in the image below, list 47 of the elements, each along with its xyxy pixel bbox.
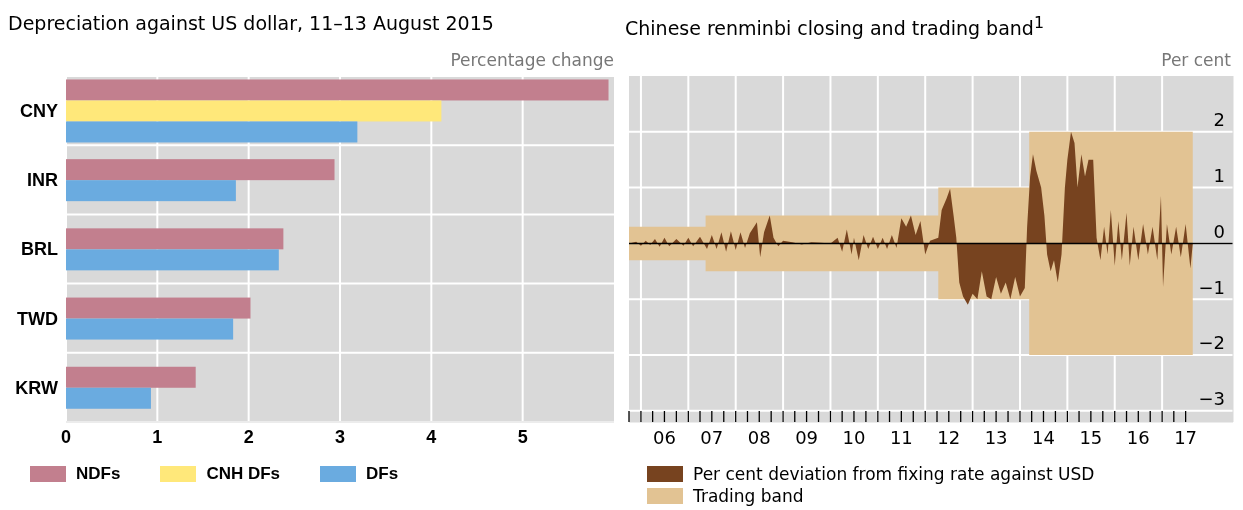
legend-label: Trading band (693, 486, 804, 506)
legend-label: CNH DFs (206, 464, 281, 484)
bar (66, 159, 335, 181)
x-tick-label: 17 (1174, 427, 1198, 448)
legend-label: DFs (366, 464, 399, 484)
bar (66, 318, 234, 340)
bar (66, 297, 251, 319)
x-tick-label: 13 (984, 427, 1008, 448)
y-tick-label: KRW (15, 377, 58, 398)
chart-title: Chinese renminbi closing and trading band$^{1}$ (625, 12, 1045, 42)
x-tick-label: 4 (426, 426, 437, 447)
y-tick-label: −3 (1198, 388, 1225, 410)
x-tick-label: 16 (1126, 427, 1150, 448)
legend-label: NDFs (76, 464, 121, 484)
x-tick-label: 1 (152, 426, 163, 447)
y-tick-label: 2 (1213, 109, 1225, 131)
x-tick-label: 09 (795, 427, 819, 448)
bar (66, 228, 284, 250)
bar (66, 366, 196, 388)
x-axis-title: Percentage change (450, 50, 614, 70)
x-tick-label: 07 (700, 427, 724, 448)
bar (66, 387, 151, 409)
chart-title: Depreciation against US dollar, 11–13 August 2015 (8, 11, 495, 36)
bar (66, 180, 236, 202)
y-tick-label: −1 (1198, 276, 1225, 298)
y-tick-label: 0 (1213, 220, 1225, 242)
y-axis-title: Per cent (1161, 50, 1231, 70)
x-tick-label: 06 (652, 427, 676, 448)
bar (66, 100, 442, 122)
x-tick-label: 5 (517, 426, 528, 447)
x-tick-label: 2 (243, 426, 254, 447)
y-tick-label: 1 (1213, 165, 1225, 186)
x-tick-label: 08 (747, 427, 771, 448)
y-tick-label: TWD (17, 308, 58, 329)
x-tick-label: 10 (842, 427, 866, 448)
x-tick-label: 0 (60, 426, 72, 447)
y-tick-label: CNY (19, 100, 58, 121)
y-tick-label: INR (27, 170, 58, 191)
y-tick-label: −2 (1198, 332, 1225, 354)
legend-label: Per cent deviation from fixing rate against USD (693, 464, 1095, 484)
y-tick-label: BRL (21, 239, 58, 260)
x-tick-label: 15 (1079, 427, 1103, 448)
x-tick-label: 12 (937, 427, 961, 448)
x-tick-label: 14 (1032, 427, 1055, 448)
x-tick-label: 11 (889, 427, 913, 448)
bar (66, 249, 279, 271)
x-tick-label: 3 (334, 426, 346, 447)
